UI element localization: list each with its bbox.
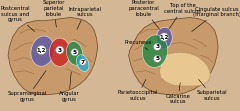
Text: Subparietal
sulcus: Subparietal sulcus [197,79,228,101]
Ellipse shape [31,36,54,66]
Text: Calcarine
sulcus: Calcarine sulcus [166,83,190,104]
Text: 3: 3 [58,48,62,53]
Circle shape [71,49,78,56]
Polygon shape [8,17,98,95]
Circle shape [79,59,86,65]
Text: Precuneus: Precuneus [124,40,151,50]
Circle shape [160,33,168,41]
Text: 1,2: 1,2 [37,48,46,53]
Text: Superior
parietal
lobule: Superior parietal lobule [43,0,65,27]
Text: Angular
gyrus: Angular gyrus [59,72,79,102]
Polygon shape [129,17,218,95]
Ellipse shape [66,42,83,65]
Ellipse shape [142,35,168,67]
Ellipse shape [77,55,89,71]
Text: Parietooccipital
sulcus: Parietooccipital sulcus [118,79,158,101]
Ellipse shape [49,38,70,66]
Text: Cingulate sulcus
(marginal branch): Cingulate sulcus (marginal branch) [192,7,240,32]
Circle shape [154,55,161,62]
Text: 3: 3 [155,44,159,49]
Circle shape [154,43,161,50]
Text: 1,2: 1,2 [160,35,169,40]
Circle shape [56,46,64,54]
Ellipse shape [156,27,172,49]
Text: Intraparietal
sulcus: Intraparietal sulcus [68,7,102,29]
Text: Postcentral
sulcus and
gyrus: Postcentral sulcus and gyrus [0,6,35,32]
Polygon shape [160,52,210,86]
Text: Top of the
central sulcus: Top of the central sulcus [164,3,201,29]
Text: 5: 5 [155,56,159,61]
Text: Supramarginal
gyrus: Supramarginal gyrus [8,71,47,102]
Text: 5: 5 [73,50,77,55]
Text: 7: 7 [81,59,85,64]
Text: Posterior
paracentral
lobule: Posterior paracentral lobule [128,0,160,29]
Circle shape [36,46,46,55]
